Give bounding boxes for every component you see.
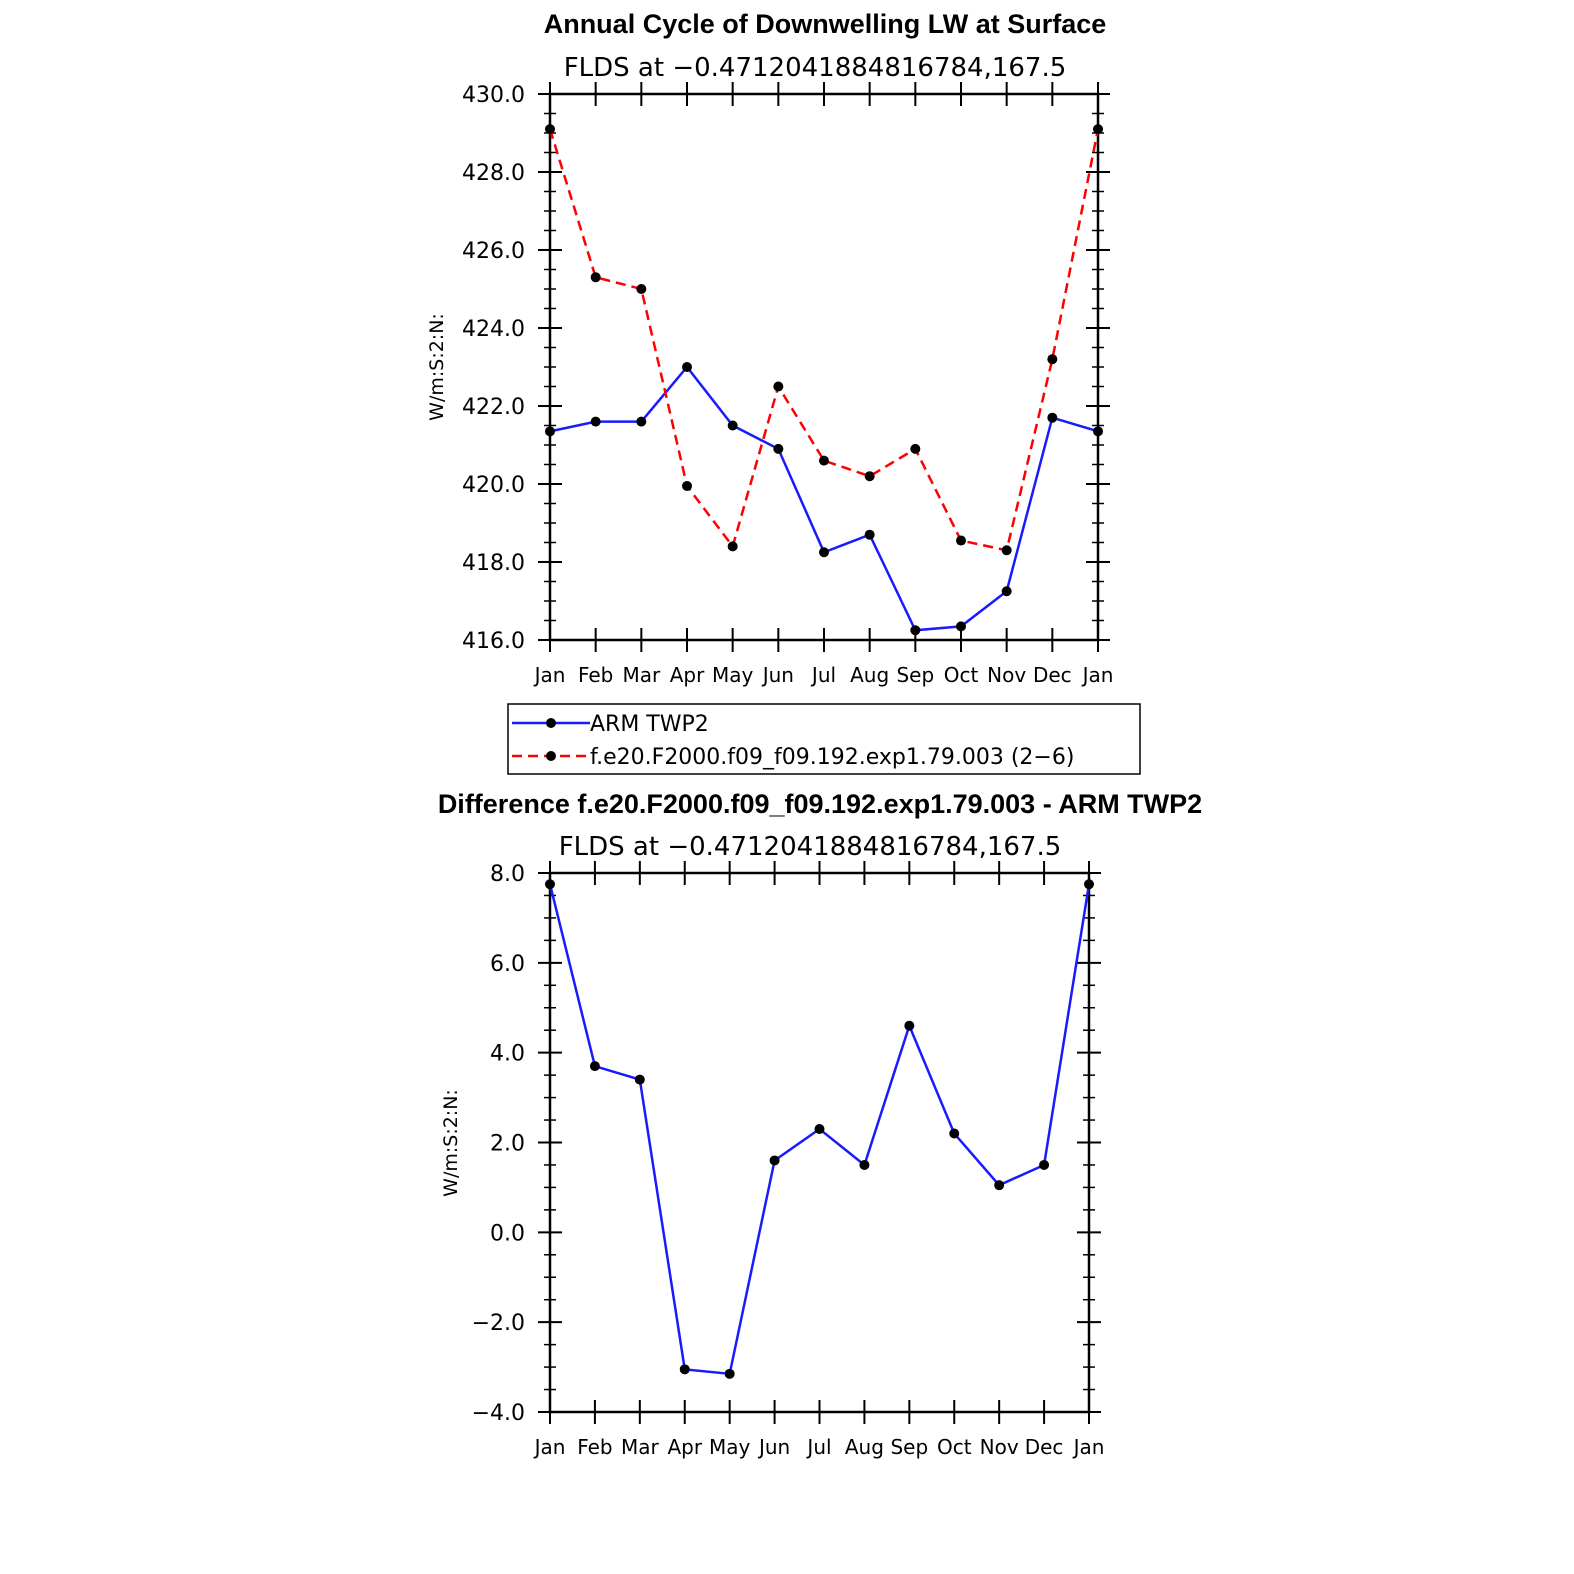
legend: ARM TWP2 f.e20.F2000.f09_f09.192.exp1.79… [507, 703, 1141, 775]
x-tick-label: Sep [896, 663, 934, 687]
data-point-s0-12 [1084, 879, 1094, 890]
x-tick-label: Jan [1081, 663, 1114, 687]
data-point-s0-3 [679, 1364, 690, 1375]
x-tick-label: Nov [987, 663, 1026, 687]
legend-label-model: f.e20.F2000.f09_f09.192.exp1.79.003 (2−6… [590, 745, 1074, 770]
chart2-subtitle: FLDS at −0.4712041884816784,167.5 [559, 832, 1062, 862]
data-point-s0-0 [545, 426, 555, 437]
data-point-s1-11 [1047, 354, 1058, 365]
x-tick-label: Sep [890, 1435, 928, 1459]
data-point-s0-4 [727, 420, 738, 431]
x-tick-label: Oct [937, 1435, 972, 1459]
series-line-1 [548, 128, 1100, 552]
x-tick-label: Mar [622, 663, 661, 687]
x-tick-label: May [712, 663, 754, 687]
y-tick-label: 424.0 [462, 317, 525, 342]
series-line-0 [549, 365, 1099, 632]
y-tick-label: 0.0 [490, 1221, 525, 1246]
x-tick-label: Jul [810, 663, 836, 687]
data-point-s1-10 [1001, 545, 1012, 556]
data-point-s1-3 [682, 480, 692, 491]
chart1-subtitle: FLDS at −0.4712041884816784,167.5 [564, 53, 1067, 83]
y-tick-label: 418.0 [462, 551, 525, 576]
x-tick-label: Feb [578, 663, 613, 687]
y-tick-label: 420.0 [462, 473, 525, 498]
data-point-s0-2 [636, 416, 647, 427]
y-axis-label: W/m:S:2:N: [440, 1089, 462, 1197]
data-point-s1-5 [773, 381, 784, 392]
x-tick-label: Jun [761, 663, 794, 687]
data-point-s1-12 [1093, 124, 1103, 135]
x-tick-label: Jul [805, 1435, 831, 1459]
data-point-s0-7 [859, 1159, 870, 1170]
chart1-title: Annual Cycle of Downwelling LW at Surfac… [544, 9, 1107, 39]
y-tick-label: 422.0 [462, 395, 525, 420]
data-point-s0-5 [773, 443, 784, 454]
y-tick-label: −2.0 [472, 1311, 525, 1336]
x-tick-label: Jun [757, 1435, 790, 1459]
y-tick-label: 2.0 [490, 1132, 525, 1157]
data-point-s1-4 [727, 541, 738, 552]
y-tick-label: 8.0 [490, 862, 525, 887]
x-tick-label: Oct [944, 663, 979, 687]
data-point-s0-11 [1039, 1159, 1050, 1170]
legend-marker-model [546, 751, 556, 761]
x-tick-label: Mar [621, 1435, 660, 1459]
data-point-s0-0 [545, 879, 555, 890]
data-point-s0-6 [819, 547, 829, 558]
y-tick-label: 4.0 [490, 1042, 525, 1067]
data-point-s1-2 [636, 284, 647, 294]
y-tick-label: −4.0 [472, 1401, 525, 1426]
y-tick-label: 426.0 [462, 239, 525, 264]
y-tick-label: 6.0 [490, 952, 525, 977]
x-tick-label: Feb [577, 1435, 612, 1459]
x-tick-label: Dec [1025, 1435, 1064, 1459]
y-tick-label: 428.0 [462, 161, 525, 186]
data-point-s0-8 [904, 1020, 915, 1031]
legend-box [507, 703, 1141, 775]
data-point-s0-9 [949, 1128, 960, 1139]
y-tick-label: 430.0 [462, 83, 525, 108]
legend-label-arm: ARM TWP2 [590, 712, 709, 737]
data-point-s0-10 [1001, 586, 1012, 597]
data-point-s0-8 [910, 625, 921, 636]
data-point-s1-8 [910, 443, 921, 454]
x-tick-label: Jan [533, 1435, 566, 1459]
x-tick-label: Aug [850, 663, 889, 687]
data-point-s0-10 [994, 1180, 1005, 1191]
data-point-s0-7 [864, 529, 875, 540]
chart2-title: Difference f.e20.F2000.f09_f09.192.exp1.… [438, 789, 1202, 819]
x-tick-label: Aug [845, 1435, 884, 1459]
data-point-s0-12 [1093, 426, 1103, 437]
legend-marker-arm [546, 718, 556, 728]
y-axis-label: W/m:S:2:N: [426, 313, 448, 421]
data-point-s1-0 [545, 124, 555, 135]
data-point-s0-3 [682, 362, 692, 372]
data-point-s0-2 [634, 1074, 645, 1085]
data-point-s0-6 [814, 1124, 825, 1135]
chart1-plot: 430.0 428.0 426.0 424.0 422.0 420.0 418.0 416.0… [426, 82, 1113, 687]
data-point-s1-9 [956, 535, 966, 546]
data-point-s1-6 [819, 455, 829, 466]
data-point-s0-1 [590, 416, 601, 427]
x-tick-label: Apr [670, 663, 705, 687]
data-point-s0-5 [769, 1155, 780, 1166]
data-point-s1-1 [590, 272, 601, 283]
data-point-s0-4 [724, 1368, 735, 1379]
y-tick-label: 416.0 [462, 629, 525, 654]
data-point-s0-1 [589, 1061, 600, 1072]
x-tick-label: Nov [980, 1435, 1019, 1459]
x-tick-label: Dec [1033, 663, 1072, 687]
x-tick-label: Jan [533, 663, 566, 687]
plot-frame [548, 871, 1091, 1414]
x-tick-label: Apr [667, 1435, 702, 1459]
data-point-s0-11 [1047, 412, 1058, 423]
data-point-s0-9 [956, 621, 966, 632]
x-tick-label: Jan [1072, 1435, 1105, 1459]
x-tick-label: May [709, 1435, 751, 1459]
data-point-s1-7 [864, 471, 875, 482]
